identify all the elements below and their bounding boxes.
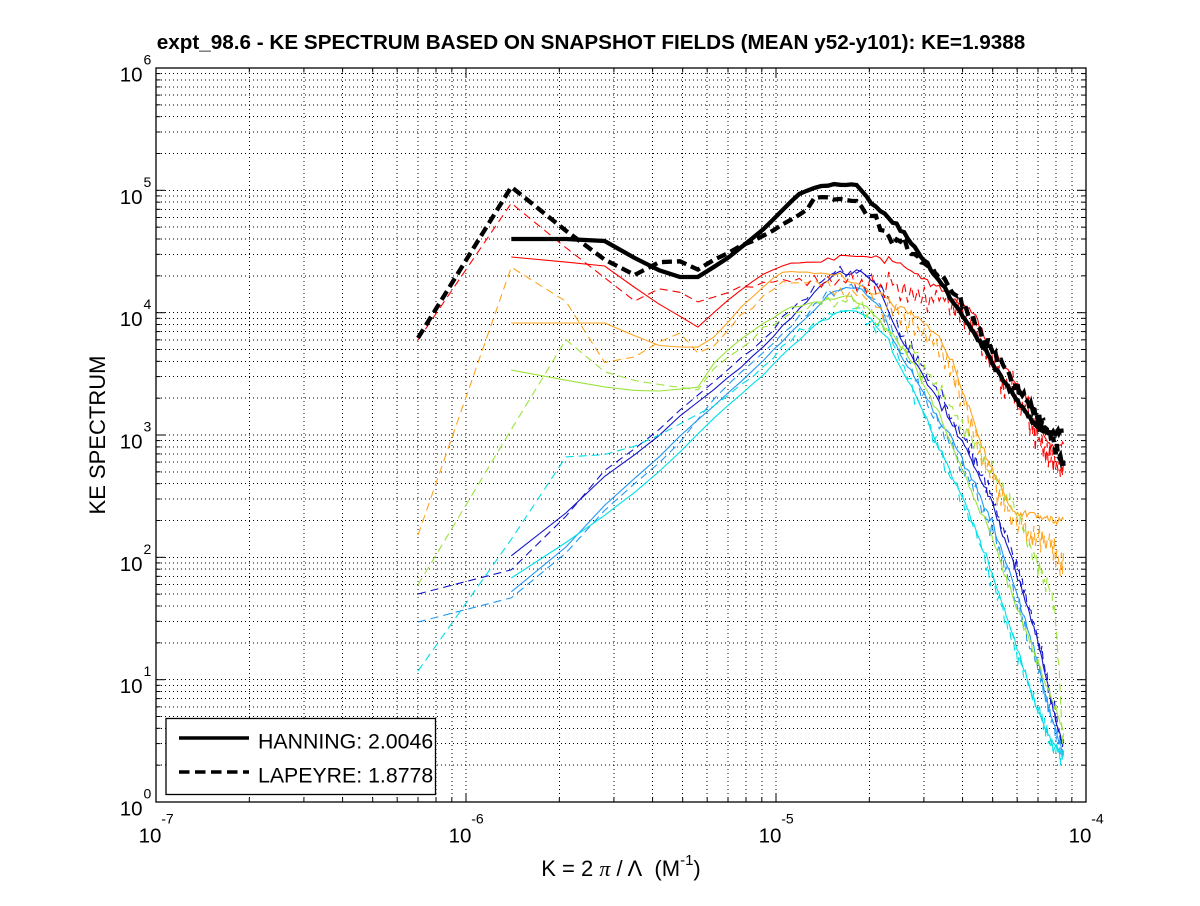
svg-text:10: 10 [449,825,472,848]
svg-text:-5: -5 [781,811,794,827]
svg-text:-6: -6 [471,811,484,827]
svg-text:10: 10 [120,308,143,331]
svg-text:HANNING: 2.0046: HANNING: 2.0046 [258,730,433,754]
svg-text:KE SPECTRUM: KE SPECTRUM [85,356,110,515]
svg-text:10: 10 [120,675,143,698]
svg-text:10: 10 [120,186,143,209]
svg-text:K = 2 π / Λ (M-1): K = 2 π / Λ (M-1) [541,852,701,881]
svg-text:10: 10 [139,825,162,848]
svg-text:3: 3 [144,419,152,435]
svg-text:10: 10 [120,553,143,576]
svg-text:expt_98.6 - KE SPECTRUM BASED: expt_98.6 - KE SPECTRUM BASED ON SNAPSHO… [157,31,1026,54]
svg-text:4: 4 [144,296,152,312]
svg-text:-7: -7 [161,811,174,827]
svg-text:10: 10 [1069,825,1092,848]
svg-text:10: 10 [120,64,143,87]
svg-text:0: 0 [144,786,152,802]
svg-text:5: 5 [144,174,152,190]
svg-text:6: 6 [144,52,152,68]
svg-text:2: 2 [144,541,152,557]
svg-text:-4: -4 [1091,811,1104,827]
svg-text:LAPEYRE: 1.8778: LAPEYRE: 1.8778 [258,764,433,788]
svg-text:10: 10 [759,825,782,848]
svg-text:1: 1 [144,663,152,679]
svg-text:10: 10 [120,798,143,821]
svg-text:10: 10 [120,431,143,454]
